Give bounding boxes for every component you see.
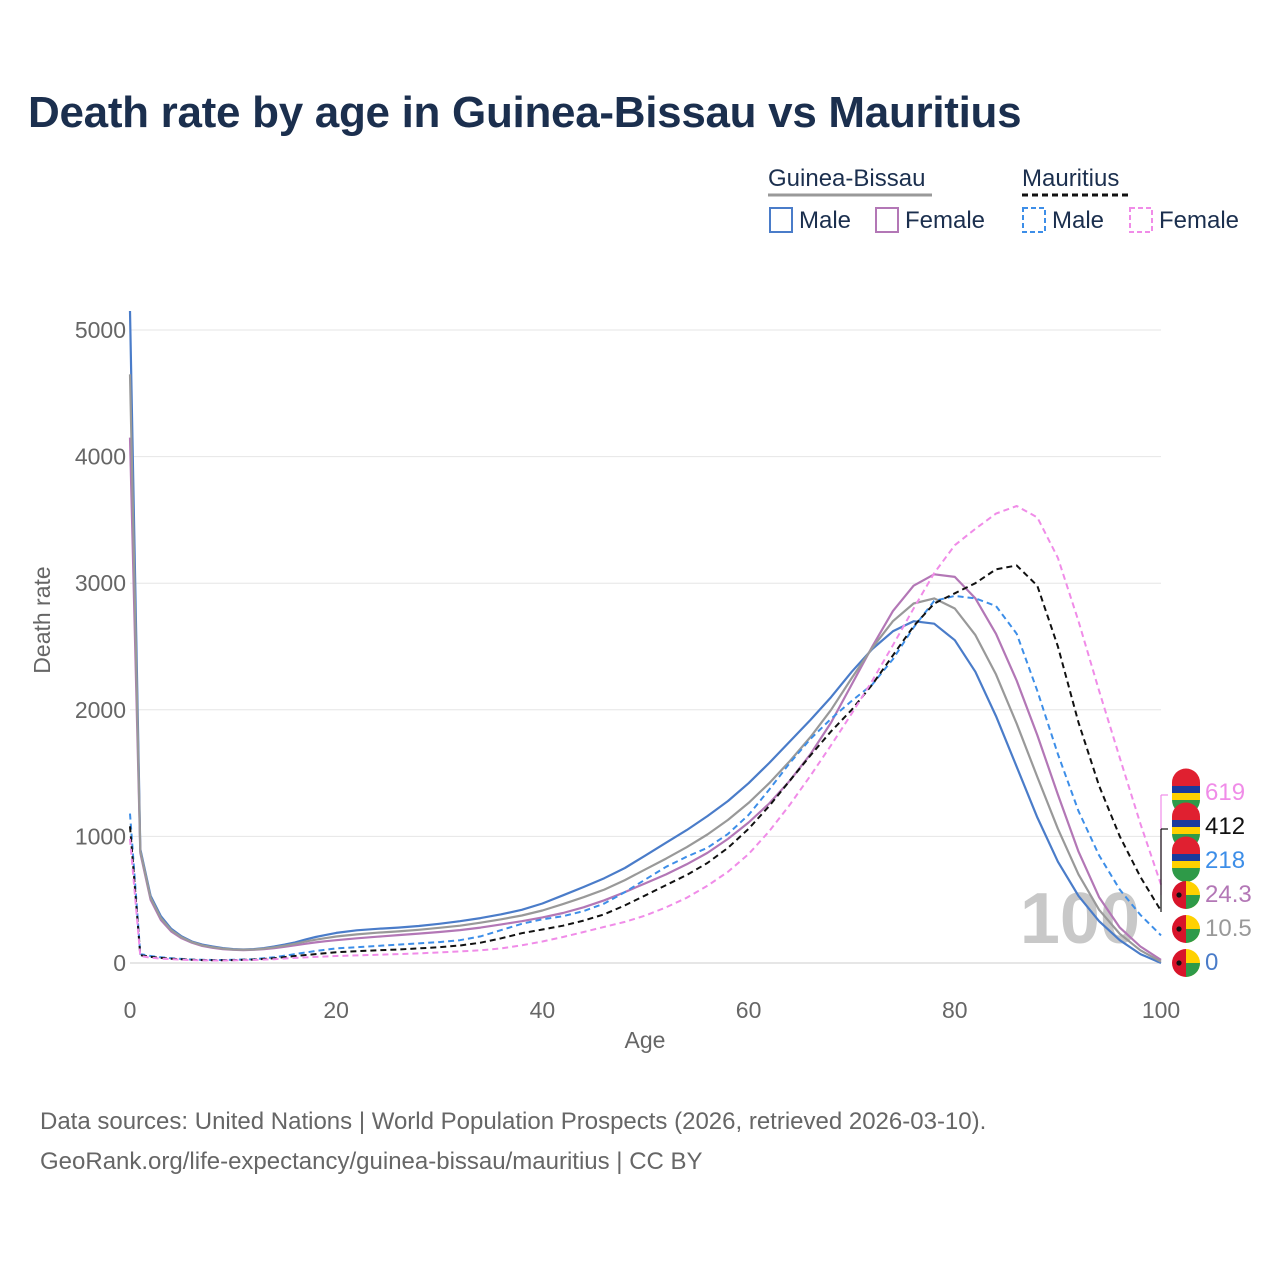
x-tick-label: 20 bbox=[323, 997, 349, 1023]
y-tick-label: 0 bbox=[113, 950, 126, 976]
x-tick-label: 80 bbox=[942, 997, 968, 1023]
legend-country-guinea-bissau: Guinea-Bissau bbox=[768, 165, 925, 192]
y-tick-label: 3000 bbox=[75, 570, 126, 596]
death-rate-chart: 0 1000 2000 3000 4000 5000 0 20 40 60 80 100 100 A… bbox=[29, 165, 1252, 1053]
y-tick-label: 5000 bbox=[75, 317, 126, 343]
age-watermark: 100 bbox=[1020, 879, 1140, 959]
end-label-mu-male: 218 bbox=[1205, 847, 1245, 874]
x-tick-label: 100 bbox=[1142, 997, 1180, 1023]
flag-mauritius-icon bbox=[1172, 836, 1200, 882]
end-label-mu-both: 412 bbox=[1205, 813, 1245, 840]
y-tick-label: 2000 bbox=[75, 697, 126, 723]
x-axis-label: Age bbox=[625, 1027, 666, 1053]
series-line-mauritius-both bbox=[129, 564, 1162, 962]
series-line-guinea-bissau-both bbox=[128, 374, 1162, 963]
footer-sources: Data sources: United Nations | World Pop… bbox=[40, 1108, 987, 1135]
series-lines bbox=[128, 310, 1162, 965]
legend-swatch-mu-male bbox=[1022, 207, 1046, 233]
end-label-gb-female: 24.3 bbox=[1205, 881, 1252, 908]
x-tick-label: 0 bbox=[124, 997, 137, 1023]
series-line-mauritius-male bbox=[129, 594, 1162, 961]
legend-country-mauritius: Mauritius bbox=[1022, 165, 1119, 192]
legend-swatch-gb-female bbox=[875, 207, 899, 233]
y-axis-label: Death rate bbox=[29, 566, 55, 673]
flag-guinea-bissau-icon bbox=[1172, 915, 1200, 943]
grid-lines bbox=[130, 329, 1161, 964]
y-tick-label: 4000 bbox=[75, 444, 126, 470]
legend-swatch-gb-male bbox=[769, 207, 793, 233]
legend: Guinea-Bissau Male Female Mauritius Male… bbox=[768, 165, 1239, 234]
end-label-mu-female: 619 bbox=[1205, 779, 1245, 806]
legend-swatch-mu-female bbox=[1129, 207, 1153, 233]
legend-label-gb-female: Female bbox=[905, 207, 985, 234]
page-title: Death rate by age in Guinea-Bissau vs Ma… bbox=[28, 88, 1022, 137]
series-line-guinea-bissau-male bbox=[128, 310, 1162, 965]
x-tick-label: 40 bbox=[530, 997, 556, 1023]
y-axis-ticks: 0 1000 2000 3000 4000 5000 bbox=[75, 317, 126, 976]
flag-guinea-bissau-icon bbox=[1172, 949, 1200, 977]
y-tick-label: 1000 bbox=[75, 823, 126, 849]
legend-label-mu-female: Female bbox=[1159, 207, 1239, 234]
end-label-gb-male: 0 bbox=[1205, 949, 1218, 976]
end-label-gb-both: 10.5 bbox=[1205, 915, 1252, 942]
footer-link[interactable]: GeoRank.org/life-expectancy/guinea-bissa… bbox=[40, 1148, 703, 1175]
legend-label-gb-male: Male bbox=[799, 207, 851, 234]
x-axis-ticks: 0 20 40 60 80 100 bbox=[124, 997, 1181, 1023]
legend-label-mu-male: Male bbox=[1052, 207, 1104, 234]
x-tick-label: 60 bbox=[736, 997, 762, 1023]
series-line-mauritius-female bbox=[129, 505, 1162, 962]
flag-guinea-bissau-icon bbox=[1172, 881, 1200, 909]
end-labels: 619 412 218 24.3 bbox=[1160, 768, 1252, 977]
